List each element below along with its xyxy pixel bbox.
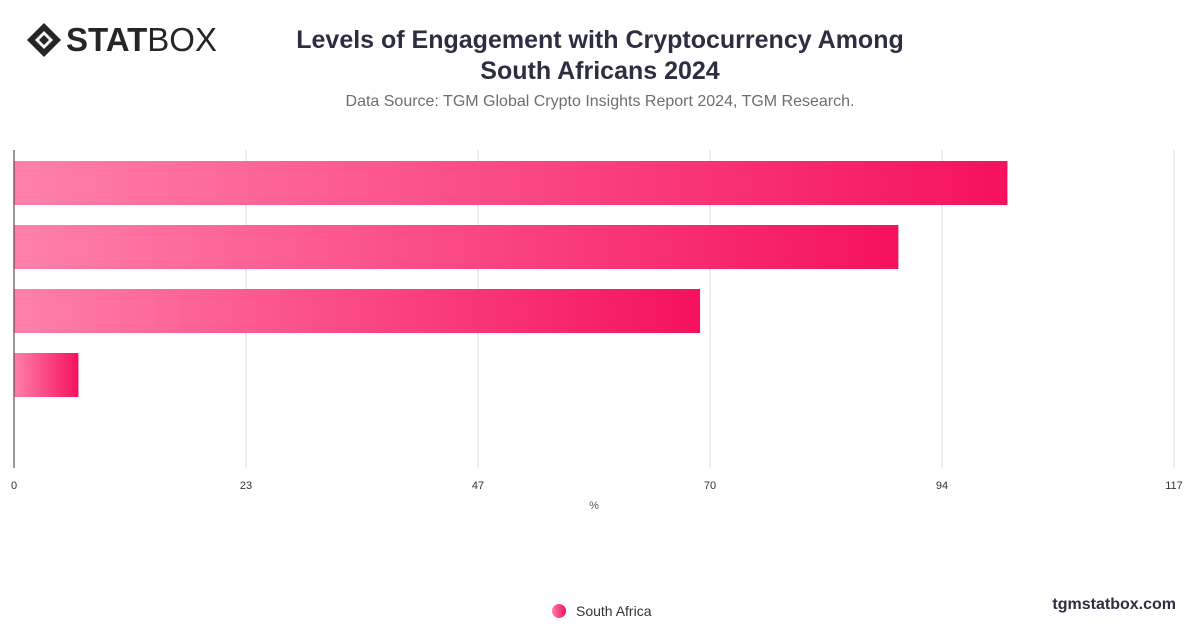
bar[interactable] (14, 161, 1008, 205)
logo-text-bold: STAT (66, 21, 148, 58)
x-tick-label: 47 (472, 480, 484, 492)
chart-title-line-1: Levels of Engagement with Cryptocurrency… (296, 26, 904, 54)
x-tick-label: 23 (240, 480, 252, 492)
x-tick-label: 0 (11, 480, 17, 492)
bar[interactable] (14, 225, 899, 269)
bar[interactable] (14, 353, 79, 397)
chart-title: Levels of Engagement with Cryptocurrency… (240, 25, 960, 87)
watermark: tgmstatbox.com (1052, 596, 1176, 613)
chart-title-line-2: South Africans 2024 (480, 57, 720, 85)
bar[interactable] (14, 289, 701, 333)
legend-label-south-africa: South Africa (576, 603, 652, 619)
x-tick-label: 94 (936, 480, 948, 492)
x-axis-title: % (589, 500, 599, 512)
x-tick-label: 117 (1165, 480, 1183, 492)
x-tick-labels: 0 23 47 70 94 117 (11, 480, 1183, 492)
legend-swatch (552, 604, 566, 618)
x-tick-label: 70 (704, 480, 716, 492)
bars (14, 161, 1008, 397)
diamond-logo-icon (27, 23, 61, 57)
logo-text-light: BOX (147, 21, 217, 58)
chart-subtitle: Data Source: TGM Global Crypto Insights … (345, 93, 855, 110)
logo-wordmark: STATBOX (66, 22, 217, 58)
statbox-logo[interactable]: STATBOX (26, 22, 217, 58)
legend[interactable]: South Africa (552, 602, 652, 620)
